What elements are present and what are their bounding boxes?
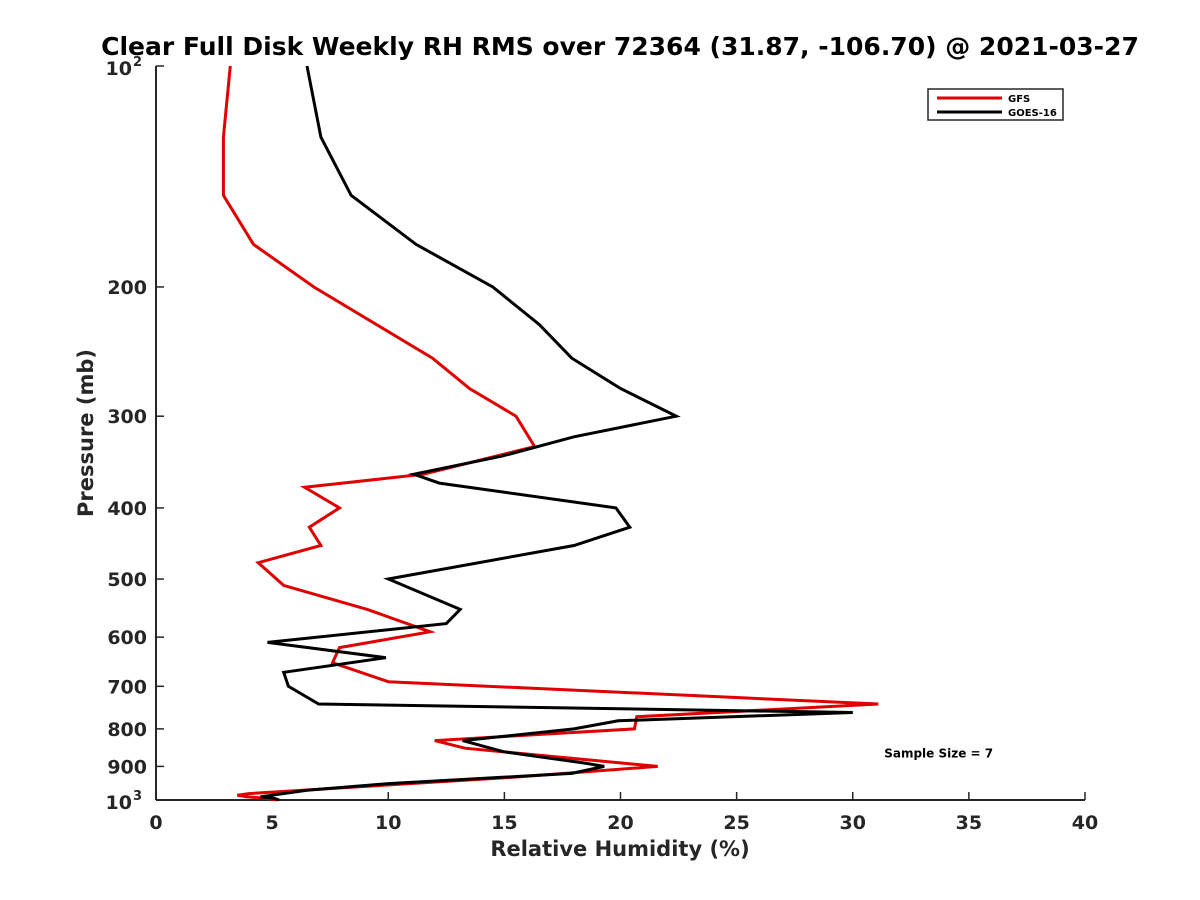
x-axis-label: Relative Humidity (%) — [490, 837, 749, 861]
x-tick-label: 0 — [149, 812, 162, 834]
legend-label: GFS — [1008, 94, 1030, 105]
y-tick-label: 300 — [107, 406, 147, 428]
y-tick-label: 800 — [107, 719, 147, 741]
y-tick-label: 400 — [107, 498, 147, 520]
y-tick-label: 600 — [107, 627, 147, 649]
x-tick-label: 30 — [840, 812, 866, 834]
y-tick-label: 500 — [107, 569, 147, 591]
x-tick-label: 20 — [607, 812, 633, 834]
y-tick-label: 900 — [107, 756, 147, 778]
series-line-gfs — [221, 65, 879, 802]
legend-box — [927, 88, 1064, 121]
legend-label: GOES-16 — [1008, 108, 1057, 119]
sample-size-annotation: Sample Size = 7 — [884, 746, 993, 760]
series-line-goes-16 — [260, 65, 853, 802]
x-tick-label: 5 — [266, 812, 279, 834]
x-tick-label: 25 — [723, 812, 749, 834]
chart-title: Clear Full Disk Weekly RH RMS over 72364… — [101, 32, 1139, 61]
y-tick-exponent: 2 — [133, 55, 142, 70]
y-tick-label: 10 — [106, 792, 132, 814]
y-tick-label: 200 — [107, 277, 147, 299]
x-tick-label: 15 — [491, 812, 517, 834]
legend: GFS GOES-16 — [927, 88, 1064, 121]
y-tick-exponent: 3 — [133, 789, 142, 804]
series-group — [221, 65, 879, 802]
x-ticks: 0 5 10 15 20 25 30 35 40 — [149, 792, 1098, 834]
x-tick-label: 35 — [956, 812, 982, 834]
x-tick-label: 40 — [1072, 812, 1098, 834]
y-tick-label: 700 — [107, 676, 147, 698]
y-axis-label: Pressure (mb) — [74, 349, 98, 517]
x-tick-label: 10 — [375, 812, 401, 834]
y-tick-label: 10 — [106, 58, 132, 80]
annotations: Sample Size = 7 — [884, 746, 993, 760]
